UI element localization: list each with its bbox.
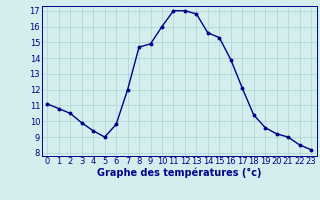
X-axis label: Graphe des températures (°c): Graphe des températures (°c): [97, 168, 261, 178]
